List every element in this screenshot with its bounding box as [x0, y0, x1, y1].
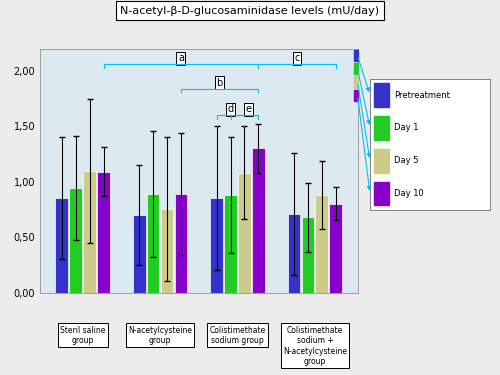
Bar — [160, 209, 173, 292]
Bar — [83, 171, 96, 292]
Bar — [374, 149, 389, 172]
Bar — [146, 194, 160, 292]
Bar — [224, 195, 237, 292]
Text: Colistimethate
sodium +
N-acetylcysteine
group: Colistimethate sodium + N-acetylcysteine… — [283, 326, 347, 366]
Text: c: c — [294, 53, 300, 63]
Text: Colistimethate
sodium group: Colistimethate sodium group — [210, 326, 266, 345]
Text: a: a — [178, 53, 184, 63]
Text: Day 10: Day 10 — [394, 189, 424, 198]
Bar — [288, 214, 300, 292]
Text: Pretreatment: Pretreatment — [394, 91, 450, 100]
Bar — [316, 195, 328, 292]
Bar — [374, 116, 389, 140]
Bar — [354, 76, 358, 87]
Text: N-acetylcysteine
group: N-acetylcysteine group — [128, 326, 192, 345]
Bar — [210, 198, 223, 292]
Text: b: b — [216, 78, 223, 87]
Text: N-acetyl-β-D-glucosaminidase levels (mU/day): N-acetyl-β-D-glucosaminidase levels (mU/… — [120, 6, 380, 16]
Bar — [69, 188, 82, 292]
Bar — [374, 182, 389, 206]
Text: d: d — [228, 104, 234, 114]
Bar — [374, 83, 389, 107]
Bar — [354, 63, 358, 74]
Bar — [132, 215, 145, 292]
Text: Day 5: Day 5 — [394, 156, 418, 165]
Bar — [354, 90, 358, 101]
Text: Steril saline
group: Steril saline group — [60, 326, 106, 345]
Text: e: e — [246, 104, 252, 114]
Bar — [252, 148, 265, 292]
Bar — [97, 172, 110, 292]
Bar — [238, 173, 251, 292]
Bar — [56, 198, 68, 292]
Bar — [354, 50, 358, 61]
Bar — [302, 217, 314, 292]
Bar — [174, 194, 188, 292]
Bar — [330, 204, 342, 292]
Text: Day 1: Day 1 — [394, 123, 418, 132]
